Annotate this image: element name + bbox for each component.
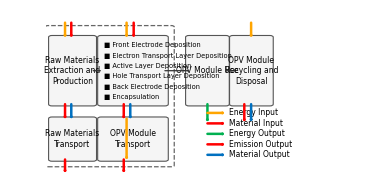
FancyBboxPatch shape bbox=[49, 117, 97, 161]
Text: Material Input: Material Input bbox=[229, 119, 283, 128]
Text: Raw Materials
Transport: Raw Materials Transport bbox=[45, 129, 100, 149]
Text: OPV Module
Recycling and
Disposal: OPV Module Recycling and Disposal bbox=[225, 56, 278, 86]
Text: ■ Electron Transport Layer Deposition: ■ Electron Transport Layer Deposition bbox=[104, 53, 232, 59]
Text: Emission Output: Emission Output bbox=[229, 140, 292, 149]
Text: ■ Hole Transport Layer Deposition: ■ Hole Transport Layer Deposition bbox=[104, 73, 220, 79]
FancyBboxPatch shape bbox=[186, 36, 229, 106]
Text: ■ Back Electrode Deposition: ■ Back Electrode Deposition bbox=[104, 84, 201, 90]
Text: OPV Module Use: OPV Module Use bbox=[176, 66, 239, 75]
FancyBboxPatch shape bbox=[98, 36, 168, 106]
Text: Material Output: Material Output bbox=[229, 150, 290, 159]
FancyBboxPatch shape bbox=[49, 36, 97, 106]
Text: Raw Materials
Extraction and
Production: Raw Materials Extraction and Production bbox=[44, 56, 101, 86]
Text: Energy Output: Energy Output bbox=[229, 129, 285, 138]
FancyBboxPatch shape bbox=[98, 117, 168, 161]
Text: OPV Module
Transport: OPV Module Transport bbox=[110, 129, 156, 149]
Text: ■ Encapsulation: ■ Encapsulation bbox=[104, 94, 160, 100]
Text: ■ Front Electrode Deposition: ■ Front Electrode Deposition bbox=[104, 43, 201, 48]
FancyBboxPatch shape bbox=[229, 36, 273, 106]
Text: ■ Active Layer Deposition: ■ Active Layer Deposition bbox=[104, 63, 192, 69]
Text: Energy Input: Energy Input bbox=[229, 108, 278, 117]
